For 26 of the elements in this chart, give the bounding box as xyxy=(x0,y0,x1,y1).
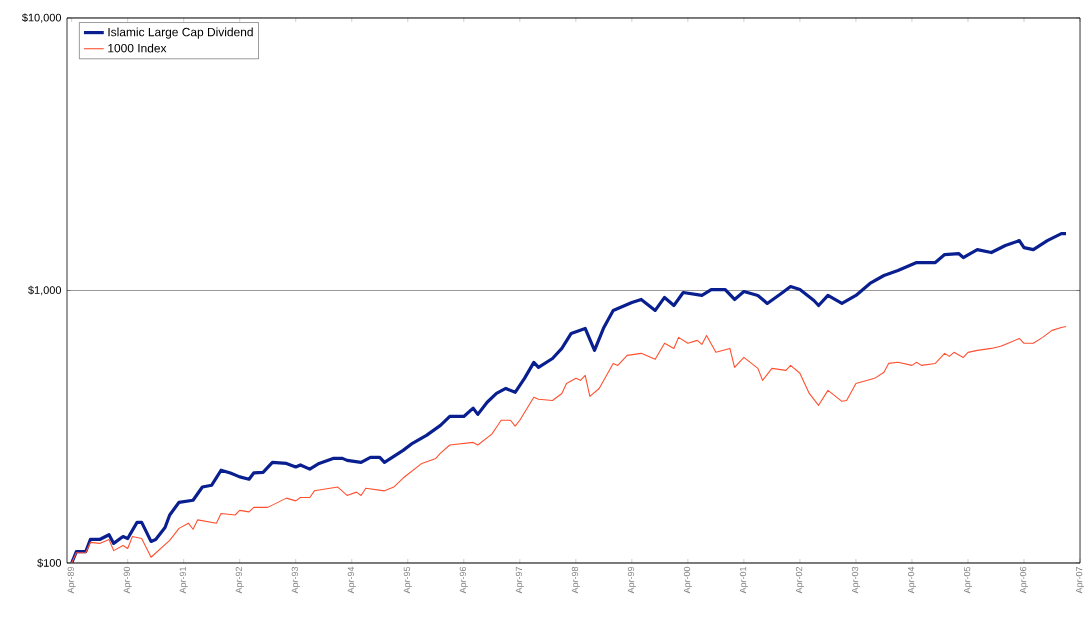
x-tick-label: Apr-98 xyxy=(571,566,580,594)
x-tick-label: Apr-91 xyxy=(179,566,188,594)
x-tick-label: Apr-96 xyxy=(459,566,468,594)
x-tick-label: Apr-07 xyxy=(1075,566,1085,594)
line-series xyxy=(70,232,1068,563)
y-tick-label: $10,000 xyxy=(22,13,62,23)
line-series xyxy=(71,325,1067,563)
x-tick-label: Apr-00 xyxy=(683,566,692,594)
x-tick-label: Apr-01 xyxy=(739,566,748,594)
x-tick-label: Apr-92 xyxy=(235,566,244,594)
x-tick-label: Apr-02 xyxy=(795,566,804,594)
x-tick-label: Apr-99 xyxy=(627,566,636,594)
y-tick-label: $100 xyxy=(37,558,62,568)
x-tick-label: Apr-89 xyxy=(67,566,76,594)
x-tick-label: Apr-95 xyxy=(403,566,412,594)
x-tick-label: Apr-90 xyxy=(123,566,132,594)
x-tick-label: Apr-06 xyxy=(1019,566,1029,594)
x-tick-label: Apr-04 xyxy=(907,566,917,594)
x-tick-label: Apr-03 xyxy=(851,566,860,594)
x-tick-label: Apr-94 xyxy=(347,566,356,594)
x-tick-label: Apr-97 xyxy=(515,566,524,594)
y-tick-label: $1,000 xyxy=(28,285,62,296)
x-tick-label: Apr-05 xyxy=(963,566,973,594)
x-tick-label: Apr-93 xyxy=(291,566,300,594)
legend-label: 1000 Index xyxy=(108,43,167,53)
legend-label: Islamic Large Cap Dividend xyxy=(108,27,253,39)
